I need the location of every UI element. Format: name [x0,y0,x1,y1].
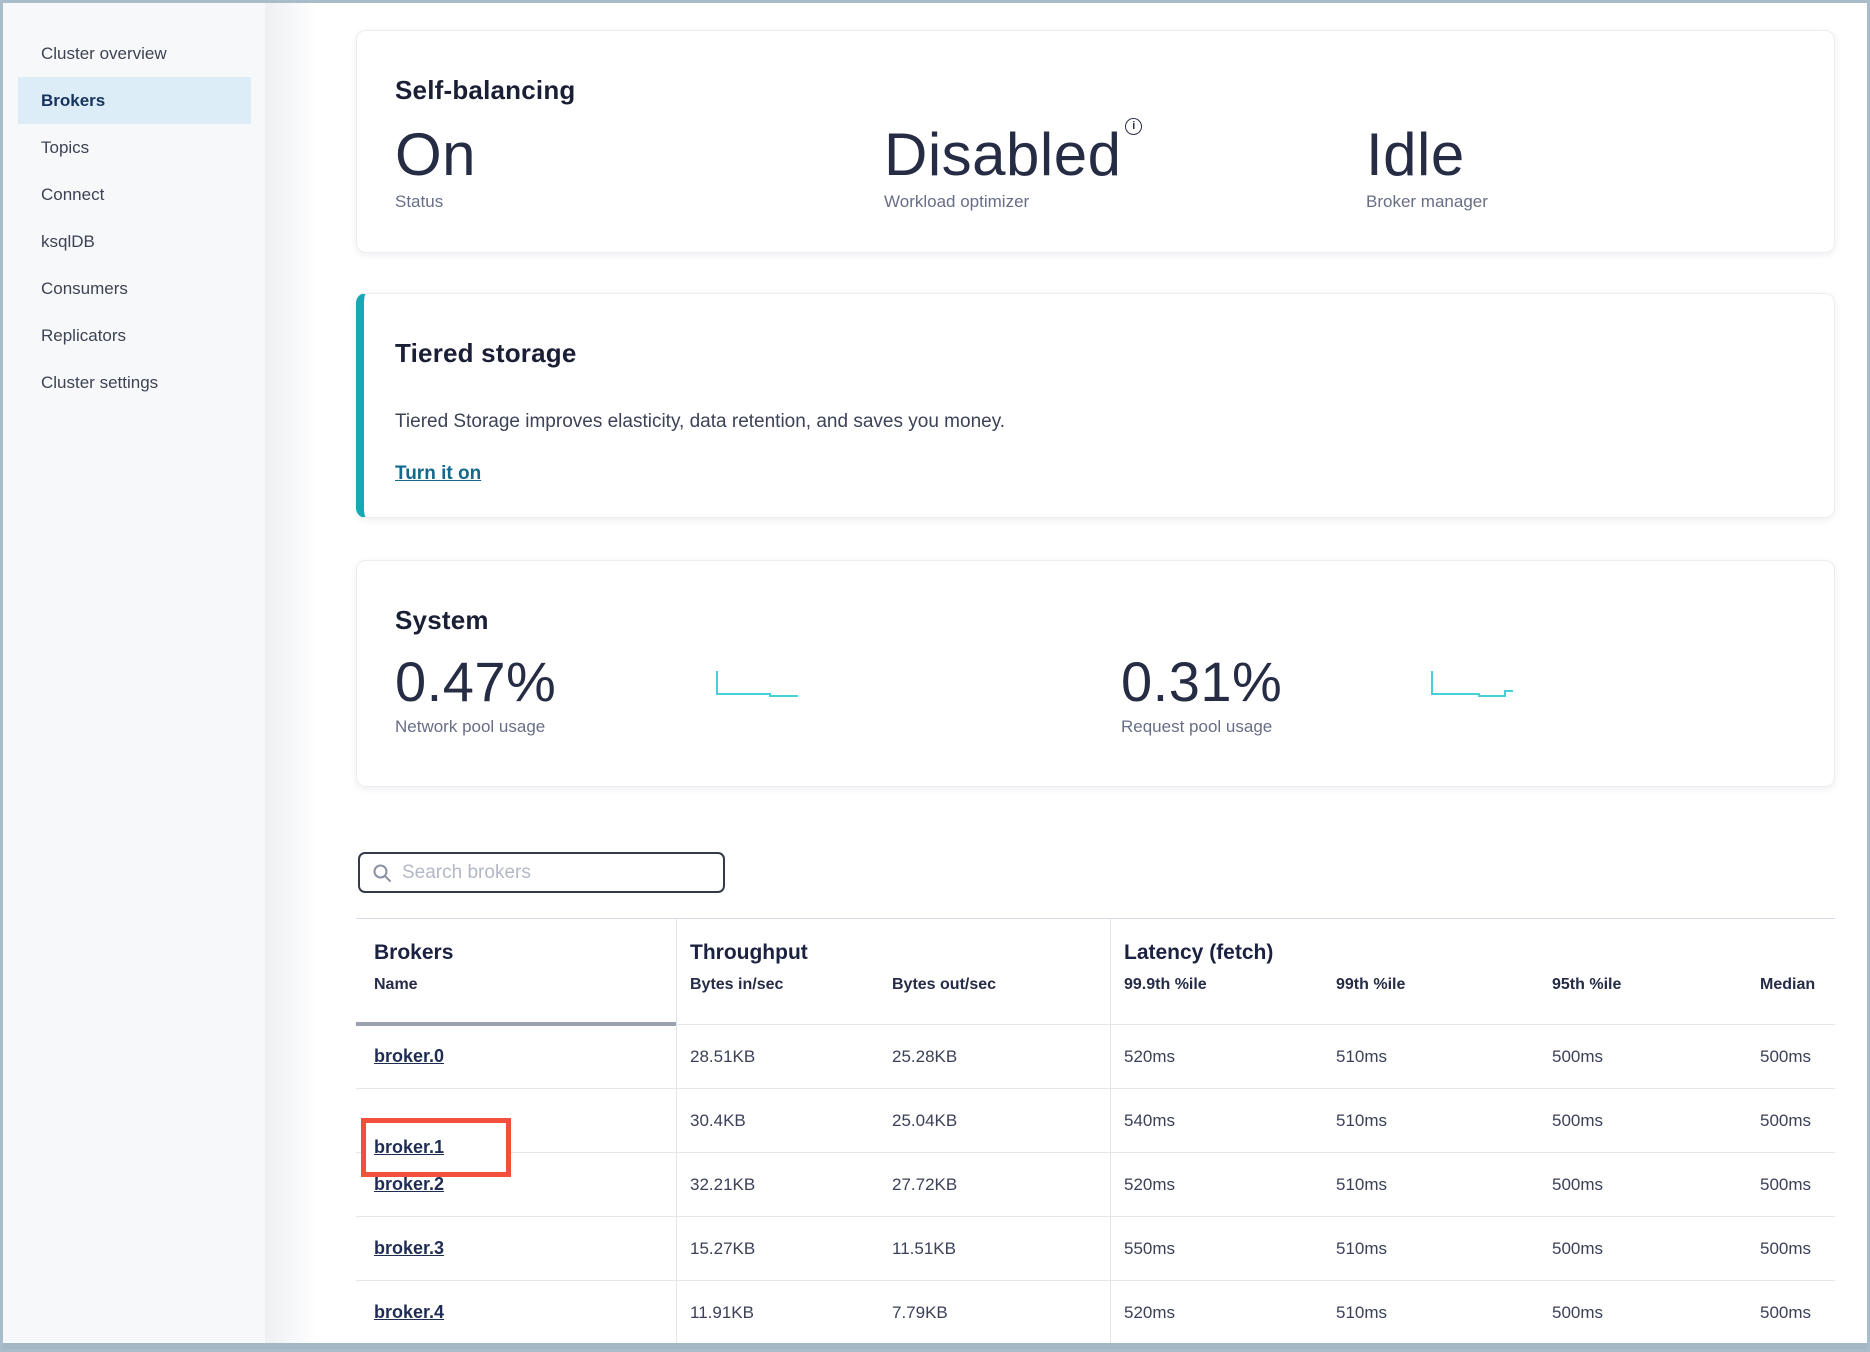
sidebar-item-topics[interactable]: Topics [41,137,90,157]
broker-2-link[interactable]: broker.2 [374,1174,445,1194]
latency-99-cell: 510ms [1336,1302,1388,1322]
latency-95-cell: 500ms [1552,1174,1604,1194]
column-header-99th[interactable]: 99th %ile [1336,976,1406,993]
sidebar-item-connect[interactable]: Connect [41,184,105,204]
request-pool-value: 0.31% [1121,650,1283,713]
median-cell: 500ms [1760,1110,1812,1130]
system-title: System [395,605,489,635]
table-row-highlighted: broker.1 30.4KB 25.04KB 540ms 510ms 500m… [356,1089,1835,1177]
table-row: broker.4 11.91KB 7.79KB 520ms 510ms 500m… [356,1281,1835,1345]
column-header-bytes-out[interactable]: Bytes out/sec [892,976,997,993]
column-header-bytes-in[interactable]: Bytes in/sec [690,976,784,993]
sidebar-item-cluster-overview[interactable]: Cluster overview [41,43,167,63]
table-row: broker.0 28.51KB 25.28KB 520ms 510ms 500… [356,1025,1835,1089]
broker-manager-label: Broker manager [1366,192,1488,211]
group-header-brokers: Brokers [374,941,454,964]
request-pool-metric: 0.31% Request pool usage [1121,650,1431,737]
self-balancing-metrics: On Status Disabled i Workload optimizer I… [395,118,1796,212]
bytes-in-cell: 30.4KB [690,1110,746,1130]
cluster-sidebar: Cluster overview Brokers Topics Connect … [3,3,317,1349]
self-balancing-title: Self-balancing [395,75,576,105]
tiered-storage-title: Tiered storage [395,338,577,368]
brokers-table: Brokers Throughput Latency (fetch) Name … [356,918,1835,1345]
bytes-in-cell: 11.91KB [690,1302,754,1322]
sort-indicator-bar [356,1022,676,1026]
broker-4-link[interactable]: broker.4 [374,1302,445,1322]
latency-999-cell: 550ms [1124,1238,1176,1258]
latency-95-cell: 500ms [1552,1046,1604,1066]
latency-999-cell: 520ms [1124,1302,1176,1322]
bytes-in-cell: 28.51KB [690,1046,756,1066]
workload-optimizer-metric: Disabled i Workload optimizer [884,118,1366,212]
system-card: System 0.47% Network pool usage 0.31% Re… [356,560,1835,787]
tiered-storage-card: Tiered storage Tiered Storage improves e… [356,293,1835,518]
status-metric: On Status [395,120,884,212]
column-header-name[interactable]: Name [374,976,418,993]
workload-optimizer-label: Workload optimizer [884,192,1030,211]
broker-0-link[interactable]: broker.0 [374,1046,445,1066]
latency-99-cell: 510ms [1336,1110,1388,1130]
bytes-out-cell: 7.79KB [892,1302,948,1322]
request-pool-sparkline-icon [1431,671,1513,697]
status-value: On [395,121,477,188]
median-cell: 500ms [1760,1174,1812,1194]
info-icon[interactable]: i [1125,118,1143,135]
broker-manager-value: Idle [1366,121,1465,188]
broker-3-link[interactable]: broker.3 [374,1238,445,1258]
group-header-latency: Latency (fetch) [1124,941,1274,964]
network-pool-label: Network pool usage [395,717,546,737]
column-divider [676,919,677,1345]
table-row: broker.3 15.27KB 11.51KB 550ms 510ms 500… [356,1217,1835,1281]
network-pool-sparkline-icon [716,671,798,697]
network-pool-value: 0.47% [395,650,557,713]
column-header-999th[interactable]: 99.9th %ile [1124,976,1207,993]
magnifier-icon [373,864,391,882]
self-balancing-card: Self-balancing On Status Disabled i Workl… [356,30,1835,253]
median-cell: 500ms [1760,1302,1812,1322]
broker-manager-metric: Idle Broker manager [1366,120,1488,212]
group-header-throughput: Throughput [690,941,808,964]
latency-95-cell: 500ms [1552,1302,1604,1322]
window-bottom-edge [3,1343,1867,1349]
latency-99-cell: 510ms [1336,1046,1388,1066]
latency-99-cell: 510ms [1336,1174,1388,1194]
table-header: Brokers Throughput Latency (fetch) Name … [356,919,1835,1026]
latency-99-cell: 510ms [1336,1238,1388,1258]
latency-95-cell: 500ms [1552,1238,1604,1258]
sidebar-item-replicators[interactable]: Replicators [41,325,127,345]
column-header-95th[interactable]: 95th %ile [1552,976,1622,993]
latency-999-cell: 520ms [1124,1046,1176,1066]
sidebar-item-cluster-settings[interactable]: Cluster settings [41,372,159,392]
bytes-out-cell: 25.04KB [892,1110,958,1130]
sidebar-item-brokers[interactable]: Brokers [18,77,251,124]
bytes-out-cell: 25.28KB [892,1046,958,1066]
sidebar-item-ksqldb[interactable]: ksqlDB [41,231,95,251]
bytes-in-cell: 32.21KB [690,1174,756,1194]
bytes-in-cell: 15.27KB [690,1238,756,1258]
network-pool-metric: 0.47% Network pool usage [395,650,716,737]
latency-95-cell: 500ms [1552,1110,1604,1130]
bytes-out-cell: 11.51KB [892,1238,956,1258]
broker-search [358,852,725,893]
median-cell: 500ms [1760,1046,1812,1066]
table-row: broker.2 32.21KB 27.72KB 520ms 510ms 500… [356,1153,1835,1217]
latency-999-cell: 540ms [1124,1110,1176,1130]
latency-999-cell: 520ms [1124,1174,1176,1194]
annotation-highlight-box: broker.1 [361,1117,511,1177]
tiered-storage-description: Tiered Storage improves elasticity, data… [395,411,1006,432]
bytes-out-cell: 27.72KB [892,1174,958,1194]
sidebar-item-consumers[interactable]: Consumers [41,278,128,298]
system-metrics: 0.47% Network pool usage 0.31% Request p… [395,650,1796,737]
workload-optimizer-value: Disabled i [884,118,1366,189]
median-cell: 500ms [1760,1238,1812,1258]
request-pool-label: Request pool usage [1121,717,1273,737]
column-header-median[interactable]: Median [1760,976,1816,993]
search-input[interactable] [402,861,711,884]
column-divider [1110,919,1111,1345]
turn-it-on-link[interactable]: Turn it on [395,463,482,484]
broker-1-link[interactable]: broker.1 [374,1136,445,1157]
status-label: Status [395,192,444,211]
